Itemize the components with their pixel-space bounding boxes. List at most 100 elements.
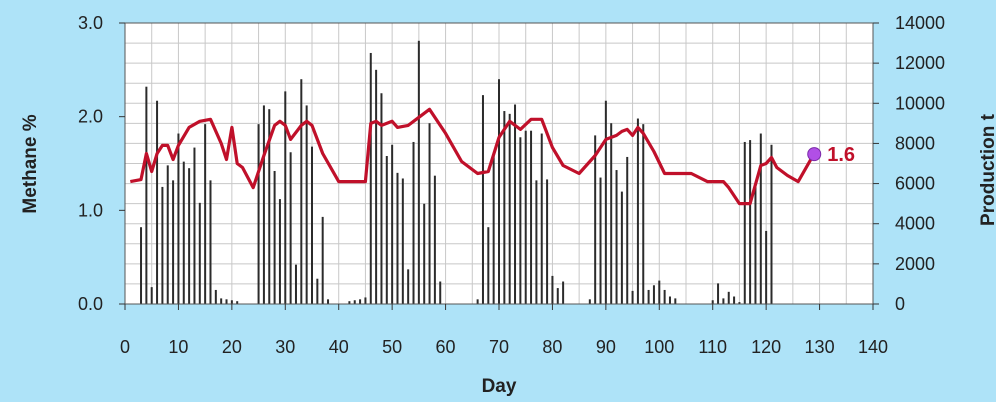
bar bbox=[140, 227, 143, 304]
bar bbox=[353, 300, 356, 304]
bar bbox=[321, 216, 324, 304]
bar bbox=[765, 230, 768, 304]
bar bbox=[364, 297, 367, 304]
y-left-tick-label: 2.0 bbox=[78, 107, 103, 127]
bar bbox=[300, 79, 303, 304]
bar bbox=[156, 100, 159, 304]
bar bbox=[204, 124, 207, 304]
bar bbox=[433, 175, 436, 304]
bar bbox=[284, 91, 287, 304]
bar bbox=[599, 177, 602, 304]
highlight-point bbox=[807, 147, 822, 162]
highlight-value-label: 1.6 bbox=[827, 144, 855, 166]
bar bbox=[439, 281, 442, 304]
y-right-tick-label: 0 bbox=[895, 294, 905, 314]
bar bbox=[289, 152, 292, 304]
bar bbox=[327, 299, 330, 304]
bar bbox=[262, 105, 265, 304]
bar bbox=[193, 147, 196, 304]
bar bbox=[524, 130, 527, 304]
bar bbox=[257, 124, 260, 304]
bar bbox=[727, 291, 730, 304]
bar bbox=[268, 109, 271, 304]
bar bbox=[588, 299, 591, 304]
bar bbox=[385, 156, 388, 304]
bar bbox=[476, 299, 479, 304]
bar bbox=[530, 130, 533, 304]
y-right-tick-label: 6000 bbox=[895, 174, 935, 194]
bar bbox=[717, 283, 720, 304]
bar bbox=[508, 113, 511, 305]
bar bbox=[188, 168, 191, 304]
y-left-tick-label: 0.0 bbox=[78, 294, 103, 314]
bar bbox=[401, 178, 404, 304]
bar bbox=[556, 288, 559, 304]
highlight-marker: 1.6 bbox=[807, 144, 855, 166]
bar bbox=[492, 156, 495, 304]
bar bbox=[396, 172, 399, 304]
bar bbox=[722, 298, 725, 304]
bar bbox=[770, 144, 773, 304]
bar bbox=[551, 275, 554, 304]
bar bbox=[749, 140, 752, 304]
bar bbox=[294, 264, 297, 304]
bar bbox=[503, 111, 506, 305]
x-tick-label: 40 bbox=[329, 337, 349, 357]
bar bbox=[738, 302, 741, 304]
bar bbox=[177, 133, 180, 304]
x-tick-label: 100 bbox=[644, 337, 674, 357]
bar bbox=[161, 186, 164, 304]
bar bbox=[674, 298, 677, 304]
bar bbox=[663, 289, 666, 304]
bar bbox=[391, 144, 394, 304]
bar bbox=[620, 191, 623, 304]
methane-line bbox=[130, 107, 816, 206]
bar bbox=[214, 289, 217, 304]
bar bbox=[145, 86, 148, 305]
y-right-tick-label: 4000 bbox=[895, 214, 935, 234]
bar bbox=[311, 146, 313, 304]
x-tick-label: 50 bbox=[382, 337, 402, 357]
y-right-tick-label: 8000 bbox=[895, 133, 935, 153]
bar bbox=[236, 301, 239, 304]
bar bbox=[594, 135, 597, 304]
bar bbox=[540, 133, 543, 304]
bar bbox=[562, 281, 565, 304]
bar bbox=[652, 285, 655, 304]
bar bbox=[610, 123, 613, 305]
bar bbox=[546, 179, 549, 304]
bar bbox=[487, 227, 490, 304]
bar bbox=[711, 300, 714, 304]
bar bbox=[348, 301, 351, 304]
bar bbox=[417, 40, 420, 305]
x-tick-label: 70 bbox=[489, 337, 509, 357]
y-left-tick-label: 1.0 bbox=[78, 200, 103, 220]
bar bbox=[369, 52, 372, 305]
bar bbox=[519, 137, 522, 304]
x-axis-title: Day bbox=[482, 376, 517, 397]
bar bbox=[647, 289, 650, 304]
bar bbox=[498, 79, 500, 304]
bar bbox=[428, 123, 431, 305]
bar bbox=[636, 118, 639, 304]
y-axis-right-title: Production t bbox=[978, 113, 996, 226]
y-right-tick-label: 12000 bbox=[895, 53, 945, 73]
y-left-tick-label: 3.0 bbox=[78, 13, 103, 33]
bar bbox=[514, 104, 517, 305]
bar bbox=[412, 141, 415, 304]
x-tick-label: 110 bbox=[698, 337, 727, 357]
bar bbox=[733, 296, 736, 304]
axes: 0 10 20 30 40 50 60 70 80 90 100 110 120 130 140 0.0 1.0… bbox=[78, 13, 945, 357]
bar bbox=[407, 269, 410, 304]
bar bbox=[535, 180, 538, 304]
bar bbox=[631, 290, 634, 304]
bar bbox=[375, 69, 378, 304]
x-tick-label: 30 bbox=[275, 337, 295, 357]
bar bbox=[423, 203, 426, 304]
x-tick-label: 130 bbox=[805, 337, 835, 357]
bar bbox=[198, 202, 201, 304]
bar bbox=[166, 165, 169, 304]
x-tick-label: 120 bbox=[751, 337, 781, 357]
bar bbox=[642, 124, 645, 304]
